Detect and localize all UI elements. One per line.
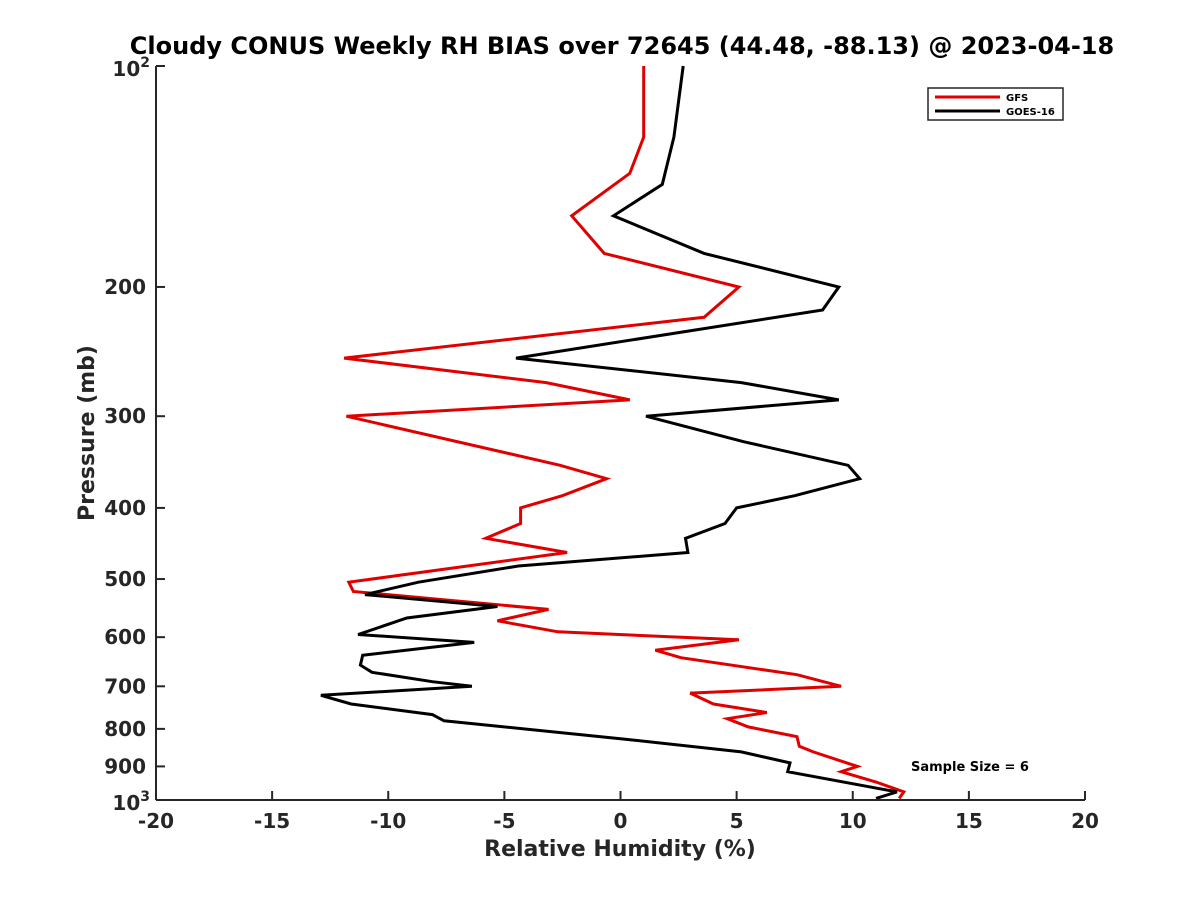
legend-box <box>927 87 1064 121</box>
x-tick-label: 20 <box>1071 809 1099 833</box>
x-axis-title: Relative Humidity (%) <box>484 837 756 862</box>
y-tick-label: 200 <box>104 275 146 299</box>
x-tick-label: -10 <box>370 809 406 833</box>
y-ticks: 102 200 300 400 500 600 700 800 900 103 <box>104 55 165 815</box>
y-tick-label: 600 <box>104 625 146 649</box>
y-tick-label: 102 <box>112 55 150 81</box>
series-line-goes-16 <box>320 65 898 800</box>
legend-label-gfs: GFS <box>1006 93 1028 104</box>
x-ticks: -20 -15 -10 -5 0 5 10 15 20 <box>138 791 1099 833</box>
y-tick-label: 300 <box>104 404 146 428</box>
legend-label-goes16: GOES-16 <box>1006 107 1055 118</box>
axes <box>155 66 1085 801</box>
x-tick-label: -15 <box>254 809 290 833</box>
series-layer <box>320 65 907 800</box>
sample-size-annotation: Sample Size = 6 <box>911 760 1029 775</box>
y-tick-label: 800 <box>104 717 146 741</box>
y-tick-label: 900 <box>104 754 146 778</box>
x-tick-label: -5 <box>493 809 515 833</box>
legend: GFS GOES-16 <box>927 87 1064 121</box>
x-tick-label: 15 <box>955 809 983 833</box>
y-tick-label: 500 <box>104 567 146 591</box>
y-axis-title: Pressure (mb) <box>75 345 100 521</box>
y-tick-label: 700 <box>104 674 146 698</box>
x-tick-label: -20 <box>138 809 174 833</box>
chart-title: Cloudy CONUS Weekly RH BIAS over 72645 (… <box>130 32 1114 60</box>
x-tick-label: 0 <box>614 809 628 833</box>
series-line-gfs <box>343 66 907 800</box>
y-tick-label: 400 <box>104 496 146 520</box>
y-tick-label: 103 <box>112 789 150 815</box>
x-tick-label: 5 <box>730 809 744 833</box>
x-tick-label: 10 <box>839 809 867 833</box>
